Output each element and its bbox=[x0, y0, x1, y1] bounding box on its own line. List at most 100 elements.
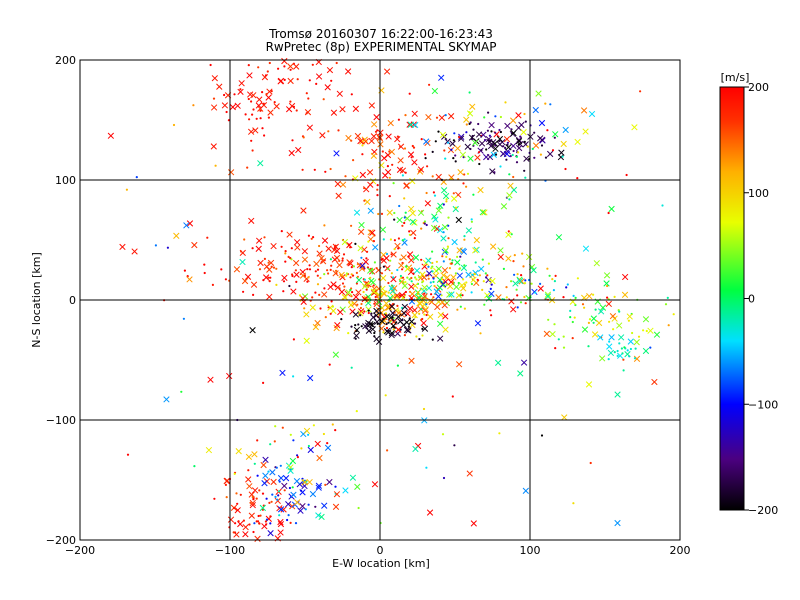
data-point-dot bbox=[385, 322, 388, 326]
data-point-x bbox=[510, 306, 517, 313]
data-point-x bbox=[313, 260, 320, 268]
data-point-x bbox=[355, 276, 363, 284]
data-point-x bbox=[255, 245, 262, 252]
data-point-dot bbox=[318, 244, 321, 248]
data-point-dot bbox=[298, 294, 302, 297]
data-point-dot bbox=[350, 266, 353, 269]
scatter-points bbox=[107, 57, 675, 542]
data-point-dot bbox=[258, 268, 262, 271]
data-point-x bbox=[437, 335, 444, 342]
data-point-dot bbox=[476, 278, 479, 281]
data-point-dot bbox=[515, 288, 518, 291]
data-point-x bbox=[504, 122, 511, 130]
data-point-dot bbox=[350, 325, 353, 328]
data-point-x bbox=[470, 520, 477, 527]
data-point-dot bbox=[506, 141, 509, 144]
data-point-x bbox=[515, 137, 523, 145]
data-point-dot bbox=[553, 280, 557, 283]
data-point-dot bbox=[459, 305, 462, 308]
data-point-x bbox=[369, 229, 376, 236]
data-point-x bbox=[321, 291, 328, 298]
data-point-x bbox=[500, 150, 507, 157]
data-point-dot bbox=[517, 143, 521, 146]
data-point-x bbox=[495, 294, 502, 301]
data-point-dot bbox=[234, 522, 237, 525]
data-point-dot bbox=[589, 461, 592, 465]
data-point-x bbox=[256, 96, 263, 103]
data-point-dot bbox=[401, 174, 404, 177]
data-point-dot bbox=[279, 464, 282, 467]
data-point-dot bbox=[488, 278, 491, 282]
data-point-x bbox=[510, 186, 518, 194]
data-point-dot bbox=[463, 238, 466, 241]
data-point-x bbox=[477, 186, 484, 194]
data-point-dot bbox=[288, 486, 291, 490]
data-point-dot bbox=[273, 440, 276, 443]
data-point-dot bbox=[295, 280, 298, 283]
data-point-dot bbox=[468, 91, 471, 94]
data-point-x bbox=[339, 106, 346, 113]
data-point-dot bbox=[425, 313, 428, 317]
data-point-x bbox=[324, 84, 331, 91]
data-point-x bbox=[411, 311, 418, 319]
data-point-dot bbox=[261, 127, 264, 130]
data-point-dot bbox=[349, 288, 352, 292]
data-point-x bbox=[234, 102, 241, 109]
data-point-x bbox=[412, 445, 419, 453]
data-point-dot bbox=[212, 97, 216, 100]
data-point-x bbox=[315, 512, 322, 519]
data-point-dot bbox=[480, 149, 483, 152]
data-point-dot bbox=[576, 177, 579, 180]
data-point-dot bbox=[516, 306, 519, 309]
data-point-x bbox=[407, 151, 415, 158]
data-point-dot bbox=[384, 312, 388, 315]
data-point-dot bbox=[504, 101, 507, 104]
data-point-x bbox=[357, 310, 364, 317]
data-point-dot bbox=[334, 485, 337, 488]
data-point-x bbox=[266, 293, 273, 301]
data-point-x bbox=[581, 326, 589, 333]
data-point-x bbox=[277, 506, 285, 513]
data-point-dot bbox=[398, 294, 401, 297]
data-point-dot bbox=[357, 323, 360, 326]
data-point-dot bbox=[484, 272, 487, 275]
data-point-dot bbox=[410, 280, 413, 283]
data-point-dot bbox=[403, 238, 406, 241]
data-point-x bbox=[354, 132, 362, 140]
data-point-dot bbox=[494, 131, 497, 134]
data-point-dot bbox=[126, 453, 130, 456]
data-point-dot bbox=[458, 136, 461, 139]
data-point-x bbox=[455, 292, 463, 299]
data-point-dot bbox=[672, 313, 675, 316]
data-point-dot bbox=[392, 182, 395, 185]
data-point-dot bbox=[388, 176, 391, 179]
data-point-x bbox=[186, 220, 194, 227]
data-point-x bbox=[359, 262, 366, 269]
data-point-x bbox=[421, 284, 428, 291]
data-point-x bbox=[357, 245, 364, 252]
data-point-dot bbox=[413, 322, 417, 325]
data-point-dot bbox=[544, 156, 548, 159]
data-point-dot bbox=[397, 309, 400, 312]
data-point-x bbox=[372, 244, 379, 251]
data-point-x bbox=[300, 207, 307, 214]
data-point-dot bbox=[486, 129, 489, 132]
data-point-dot bbox=[454, 206, 458, 209]
data-point-dot bbox=[248, 118, 251, 121]
data-point-x bbox=[277, 518, 284, 526]
data-point-dot bbox=[569, 316, 572, 319]
plot-frame bbox=[79, 59, 681, 541]
data-point-dot bbox=[247, 469, 250, 472]
data-point-x bbox=[191, 241, 198, 249]
data-point-x bbox=[396, 216, 403, 224]
data-point-dot bbox=[422, 407, 426, 411]
data-point-x bbox=[585, 381, 593, 388]
data-point-dot bbox=[392, 325, 395, 328]
data-point-x bbox=[262, 274, 270, 281]
data-point-x bbox=[408, 357, 415, 364]
data-point-dot bbox=[452, 157, 455, 160]
data-point-dot bbox=[444, 157, 447, 160]
colorbar-tick-label: −100 bbox=[748, 398, 778, 411]
data-point-dot bbox=[592, 293, 595, 296]
data-point-x bbox=[303, 427, 311, 435]
